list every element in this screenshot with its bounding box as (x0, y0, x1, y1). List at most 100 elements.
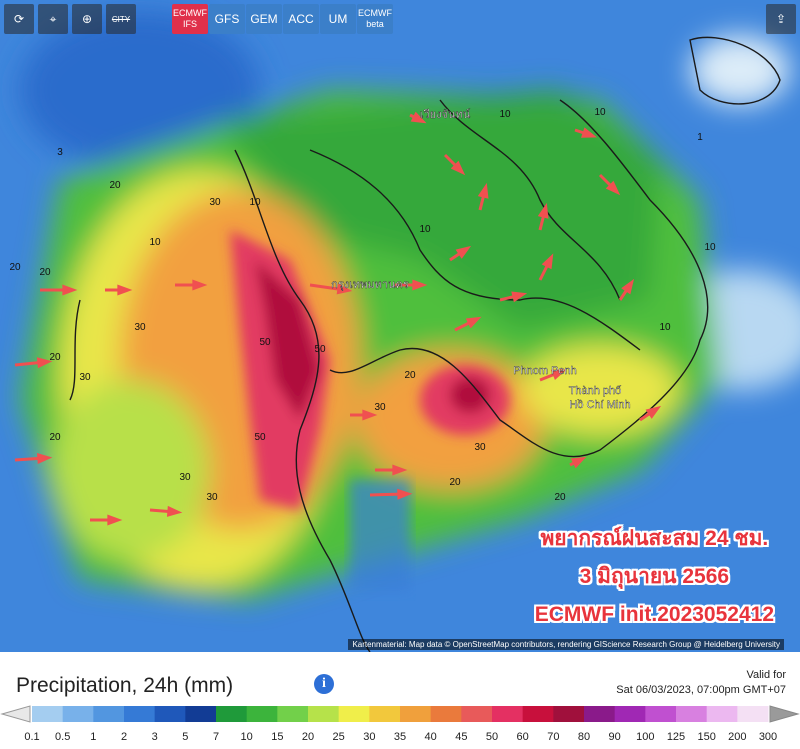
wind-arrow-head (550, 369, 567, 380)
contour-label: 50 (254, 432, 266, 443)
wind-arrow-head (477, 182, 489, 199)
valid-label: Valid for (746, 669, 786, 681)
contour-label: 3 (57, 147, 63, 158)
scale-label: 80 (578, 731, 590, 743)
scale-label: 3 (152, 731, 158, 743)
scale-label: 100 (636, 731, 654, 743)
scale-label: 1 (90, 731, 96, 743)
scale-label: 20 (302, 731, 314, 743)
wind-arrow-head (36, 357, 53, 369)
model-button[interactable]: ECMWF beta (357, 4, 393, 34)
contour-label: 1 (697, 132, 703, 143)
scale-swatch (706, 706, 738, 722)
scale-swatch (614, 706, 646, 722)
scale-swatch (277, 706, 309, 722)
contour-label: 20 (49, 432, 61, 443)
scale-label: 25 (333, 731, 345, 743)
scale-label: 0.5 (55, 731, 70, 743)
scale-swatch (369, 706, 401, 722)
contour-label: 10 (594, 107, 606, 118)
contour-label: 30 (474, 442, 486, 453)
scale-label: 15 (271, 731, 283, 743)
scale-swatch (93, 706, 125, 722)
contour-label: 20 (9, 262, 21, 273)
wind-arrow-head (605, 180, 621, 196)
place-name: กรุงเทพมหานคร (331, 279, 409, 291)
scale-label: 150 (697, 731, 715, 743)
scale-label: 300 (759, 731, 777, 743)
refresh-button[interactable]: ⟳ (4, 4, 34, 34)
heavy-precip-core (230, 230, 510, 510)
scale-swatch (461, 706, 493, 722)
scale-swatch (246, 706, 278, 722)
wind-arrow-head (362, 409, 378, 421)
wind-arrow-head (192, 279, 208, 291)
wind-arrow-head (465, 316, 482, 329)
place-name: เวียงจันทน์ (420, 108, 471, 121)
caption-line: 3 มิถุนายน 2566 (579, 565, 730, 588)
wind-arrow-head (455, 245, 472, 259)
scale-swatch (737, 706, 769, 722)
place-names: กรุงเทพมหานคร Phnom Penh Thành phố Hồ Chí M… (331, 108, 631, 411)
contour-label: 50 (314, 344, 326, 355)
city-toggle[interactable]: CITY (106, 4, 136, 34)
location-button[interactable]: ⌖ (38, 4, 68, 34)
contour-label: 10 (249, 197, 261, 208)
contour-label: 10 (499, 109, 511, 120)
info-button[interactable]: i (314, 674, 334, 694)
scale-label: 125 (667, 731, 685, 743)
scale-label: 45 (455, 731, 467, 743)
scale-right-arrow (769, 705, 800, 723)
wind-arrows (14, 111, 662, 526)
contour-label: 10 (659, 322, 671, 333)
scale-swatch (400, 706, 432, 722)
model-button[interactable]: UM (320, 4, 356, 34)
scale-swatch (584, 706, 616, 722)
contour-label: 10 (149, 237, 161, 248)
scale-label: 5 (182, 731, 188, 743)
scale-label: 60 (517, 731, 529, 743)
scale-label: 7 (213, 731, 219, 743)
wind-arrow-head (570, 456, 587, 469)
wind-arrow-head (581, 127, 597, 138)
contour-label: 20 (49, 352, 61, 363)
model-button[interactable]: GEM (246, 4, 282, 34)
color-scale: 0.1 0.5 1 2 3 5 7 10 15 20 25 30 35 40 45 50 60 70 80 90 100… (0, 705, 800, 743)
zoom-button[interactable]: ⊕ (72, 4, 102, 34)
valid-time: Valid for Sat 06/03/2023, 07:00pm GMT+07 (616, 668, 786, 698)
contour-label: 30 (134, 322, 146, 333)
wind-arrow-head (62, 284, 78, 296)
caption-line: ECMWF init.2023052412 (534, 603, 774, 626)
scale-label: 40 (425, 731, 437, 743)
wind-arrow-head (412, 279, 428, 291)
contour-label: 30 (206, 492, 218, 503)
wind-arrow-head (537, 202, 549, 219)
contour-label: 20 (554, 492, 566, 503)
scale-label: 10 (241, 731, 253, 743)
share-button[interactable]: ⇪ (766, 4, 796, 34)
wind-arrow-head (117, 284, 133, 296)
model-button[interactable]: ECMWF IFS (172, 4, 208, 34)
model-button[interactable]: ACC (283, 4, 319, 34)
wind-arrow-head (511, 291, 528, 303)
map[interactable]: 20 20 20 30 30 50 50 30 10 10 10 10 20 30 50 30 20 20 30 10… (0, 0, 800, 652)
wind-arrow-head (166, 505, 183, 517)
wind-arrow-head (541, 253, 554, 270)
scale-label: 0.1 (24, 731, 39, 743)
scale-label: 90 (609, 731, 621, 743)
scale-swatch (216, 706, 248, 722)
wind-arrow-head (107, 514, 123, 526)
place-name: Thành phố (569, 385, 622, 397)
contour-label: 10 (419, 224, 431, 235)
contour-label: 50 (259, 337, 271, 348)
map-labels: 20 20 20 30 30 50 50 30 10 10 10 10 20 30 50 30 20 20 30 10… (9, 107, 716, 503)
model-button[interactable]: GFS (209, 4, 245, 34)
scale-swatch (553, 706, 585, 722)
legend-panel: Precipitation, 24h (mm) i Valid for Sat … (0, 652, 800, 749)
scale-swatch (645, 706, 677, 722)
wind-arrow-head (621, 278, 635, 295)
contour-label: 20 (449, 477, 461, 488)
scale-swatch (154, 706, 186, 722)
place-name: Phnom Penh (513, 365, 577, 377)
